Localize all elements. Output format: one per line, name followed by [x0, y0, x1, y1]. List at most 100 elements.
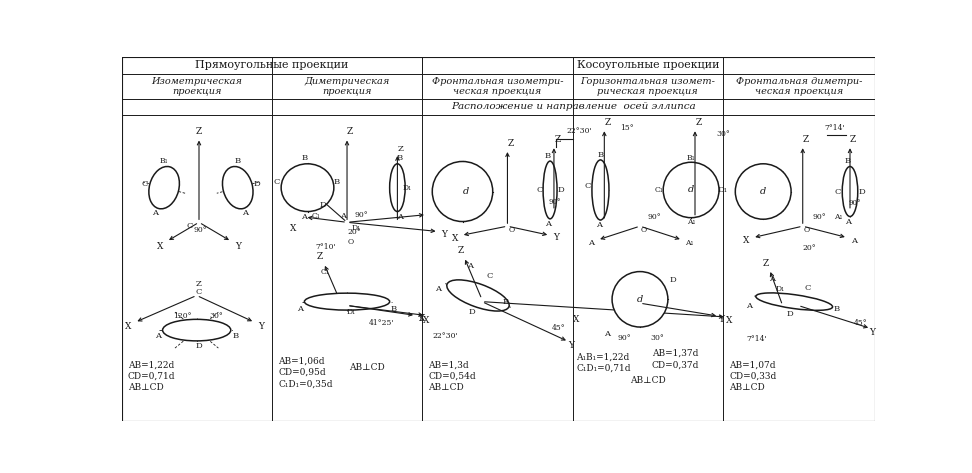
Text: D: D: [320, 201, 327, 209]
Text: B: B: [834, 305, 840, 313]
Text: CD=0,54d: CD=0,54d: [429, 372, 476, 381]
Text: AB⊥CD: AB⊥CD: [127, 383, 163, 393]
Text: C: C: [536, 186, 542, 194]
Text: Y: Y: [417, 314, 423, 323]
Text: 90°: 90°: [354, 210, 367, 219]
Text: AB=1,37d: AB=1,37d: [651, 349, 698, 358]
Text: B: B: [234, 157, 241, 165]
Text: AB⊥CD: AB⊥CD: [630, 376, 666, 385]
Text: A: A: [544, 220, 551, 228]
Text: C: C: [486, 272, 493, 280]
Text: D₁: D₁: [776, 285, 784, 293]
Text: 15°: 15°: [620, 124, 634, 132]
Ellipse shape: [433, 161, 493, 221]
Text: AB⊥CD: AB⊥CD: [729, 383, 765, 393]
Text: X: X: [452, 234, 458, 243]
Text: Y: Y: [568, 341, 574, 350]
Text: Z: Z: [196, 127, 202, 136]
Text: B: B: [334, 177, 340, 185]
Text: 45°: 45°: [552, 324, 566, 332]
Text: D: D: [558, 186, 565, 194]
Text: Расположение и направление  осей эллипса: Расположение и направление осей эллипса: [451, 102, 696, 111]
Text: 41°25': 41°25': [369, 319, 395, 327]
Text: 90°: 90°: [647, 213, 661, 221]
Ellipse shape: [162, 319, 230, 341]
Text: B: B: [598, 150, 604, 158]
Text: D₁: D₁: [402, 184, 411, 192]
Text: 20°: 20°: [802, 244, 816, 252]
Text: AB=1,22d: AB=1,22d: [127, 360, 174, 369]
Text: D: D: [787, 310, 794, 318]
Text: Z: Z: [555, 135, 561, 144]
Ellipse shape: [843, 166, 857, 217]
Text: X: X: [290, 224, 295, 233]
Text: d: d: [464, 187, 469, 196]
Text: 30°: 30°: [650, 334, 664, 342]
Ellipse shape: [149, 166, 180, 209]
Text: D: D: [469, 308, 475, 316]
Text: Z: Z: [850, 135, 856, 144]
Text: C: C: [187, 222, 192, 230]
Text: C: C: [142, 180, 148, 188]
Text: A: A: [152, 209, 157, 217]
Text: A: A: [297, 305, 303, 313]
Text: 120°: 120°: [173, 312, 192, 320]
Text: 90°: 90°: [193, 226, 207, 234]
Text: Фронтальная изометри-
ческая проекция: Фронтальная изометри- ческая проекция: [432, 77, 563, 96]
Ellipse shape: [735, 164, 791, 219]
Text: D₁: D₁: [717, 186, 727, 194]
Text: A: A: [340, 212, 346, 220]
Text: Z: Z: [196, 280, 202, 288]
Text: Z: Z: [606, 118, 611, 127]
Text: O: O: [348, 237, 354, 245]
Text: CD=0,37d: CD=0,37d: [651, 360, 699, 369]
Text: X: X: [743, 236, 749, 245]
Text: X: X: [157, 243, 163, 252]
Ellipse shape: [663, 162, 719, 218]
Ellipse shape: [756, 293, 833, 310]
Text: B: B: [845, 157, 850, 165]
Text: CD=0,33d: CD=0,33d: [729, 372, 777, 381]
Text: C₁D₁=0,35d: C₁D₁=0,35d: [278, 379, 332, 388]
Text: A: A: [468, 262, 473, 270]
Text: Z: Z: [347, 127, 353, 136]
Text: B: B: [503, 298, 508, 306]
Text: AB=1,07d: AB=1,07d: [729, 360, 776, 369]
Text: AB⊥CD: AB⊥CD: [429, 383, 465, 393]
Text: C₁: C₁: [321, 268, 330, 276]
Text: A: A: [596, 221, 602, 229]
Ellipse shape: [447, 280, 509, 311]
Text: A: A: [605, 330, 610, 338]
Text: 90°: 90°: [849, 199, 861, 207]
Text: Косоугольные проекции: Косоугольные проекции: [577, 60, 719, 70]
Text: 90°: 90°: [548, 198, 561, 206]
Text: D₁: D₁: [346, 308, 356, 316]
Text: Y: Y: [870, 328, 876, 337]
Text: B: B: [544, 152, 551, 160]
Text: 30°: 30°: [209, 312, 223, 320]
Text: X: X: [726, 315, 732, 324]
Text: X: X: [419, 314, 426, 323]
Text: A: A: [845, 219, 850, 226]
Text: O: O: [804, 226, 810, 234]
Text: 7°14': 7°14': [746, 334, 767, 342]
Ellipse shape: [223, 166, 253, 209]
Text: O: O: [508, 226, 514, 234]
Text: B₁: B₁: [687, 154, 695, 162]
Text: A: A: [397, 213, 402, 221]
Text: C: C: [834, 187, 841, 195]
Text: 7°14': 7°14': [824, 124, 845, 132]
Text: A: A: [155, 332, 161, 340]
Ellipse shape: [543, 161, 557, 219]
Text: B₁: B₁: [159, 157, 168, 165]
Text: D: D: [254, 180, 260, 188]
Text: AB=1,06d: AB=1,06d: [278, 357, 325, 366]
Text: CD=0,71d: CD=0,71d: [127, 372, 175, 381]
Text: Y: Y: [718, 315, 724, 324]
Text: Z: Z: [398, 145, 403, 153]
Text: Y: Y: [441, 230, 447, 239]
Text: 30°: 30°: [716, 130, 731, 138]
Text: Y: Y: [553, 233, 559, 242]
Text: 90°: 90°: [813, 213, 826, 221]
Text: C₁D₁=0,71d: C₁D₁=0,71d: [576, 364, 631, 373]
